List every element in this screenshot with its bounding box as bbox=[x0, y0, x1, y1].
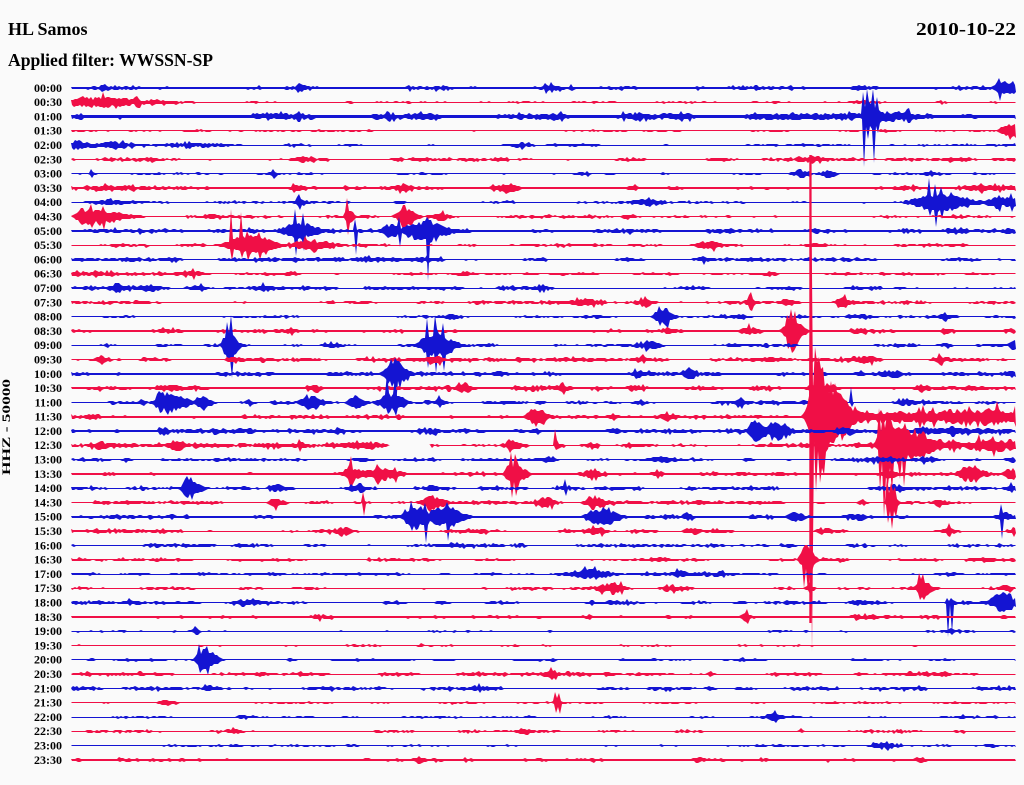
svg-text:16:00: 16:00 bbox=[34, 538, 62, 552]
svg-text:16:30: 16:30 bbox=[34, 553, 62, 567]
svg-text:12:00: 12:00 bbox=[34, 424, 62, 438]
svg-text:03:30: 03:30 bbox=[34, 181, 62, 195]
svg-text:06:00: 06:00 bbox=[34, 252, 62, 266]
svg-text:07:00: 07:00 bbox=[34, 281, 62, 295]
svg-text:05:30: 05:30 bbox=[34, 238, 62, 252]
svg-text:10:00: 10:00 bbox=[34, 367, 62, 381]
svg-text:18:30: 18:30 bbox=[34, 610, 62, 624]
svg-text:23:00: 23:00 bbox=[34, 739, 62, 753]
svg-text:09:30: 09:30 bbox=[34, 353, 62, 367]
svg-text:10:30: 10:30 bbox=[34, 381, 62, 395]
svg-text:Applied filter: WWSSN-SP: Applied filter: WWSSN-SP bbox=[8, 50, 213, 70]
svg-text:19:30: 19:30 bbox=[34, 638, 62, 652]
svg-text:20:30: 20:30 bbox=[34, 667, 62, 681]
svg-text:02:30: 02:30 bbox=[34, 152, 62, 166]
svg-text:11:00: 11:00 bbox=[35, 395, 62, 409]
svg-text:21:30: 21:30 bbox=[34, 696, 62, 710]
svg-text:01:30: 01:30 bbox=[34, 124, 62, 138]
svg-text:13:30: 13:30 bbox=[34, 467, 62, 481]
svg-text:21:00: 21:00 bbox=[34, 681, 62, 695]
svg-text:HL Samos: HL Samos bbox=[8, 19, 88, 39]
svg-text:09:00: 09:00 bbox=[34, 338, 62, 352]
svg-text:14:30: 14:30 bbox=[34, 495, 62, 509]
svg-text:15:00: 15:00 bbox=[34, 510, 62, 524]
svg-text:22:00: 22:00 bbox=[34, 710, 62, 724]
svg-text:01:00: 01:00 bbox=[34, 109, 62, 123]
svg-text:06:30: 06:30 bbox=[34, 267, 62, 281]
svg-text:17:00: 17:00 bbox=[34, 567, 62, 581]
svg-text:22:30: 22:30 bbox=[34, 724, 62, 738]
svg-text:05:00: 05:00 bbox=[34, 224, 62, 238]
svg-text:04:00: 04:00 bbox=[34, 195, 62, 209]
svg-text:07:30: 07:30 bbox=[34, 295, 62, 309]
svg-text:20:00: 20:00 bbox=[34, 653, 62, 667]
svg-text:03:00: 03:00 bbox=[34, 167, 62, 181]
svg-text:02:00: 02:00 bbox=[34, 138, 62, 152]
svg-text:14:00: 14:00 bbox=[34, 481, 62, 495]
svg-text:2010-10-22: 2010-10-22 bbox=[916, 19, 1016, 39]
svg-text:08:30: 08:30 bbox=[34, 324, 62, 338]
svg-text:17:30: 17:30 bbox=[34, 581, 62, 595]
svg-text:00:30: 00:30 bbox=[34, 95, 62, 109]
svg-text:HHZ - 50000: HHZ - 50000 bbox=[0, 379, 13, 475]
svg-text:13:00: 13:00 bbox=[34, 453, 62, 467]
svg-text:23:30: 23:30 bbox=[34, 753, 62, 767]
svg-text:04:30: 04:30 bbox=[34, 210, 62, 224]
svg-text:18:00: 18:00 bbox=[34, 596, 62, 610]
svg-text:15:30: 15:30 bbox=[34, 524, 62, 538]
svg-text:11:30: 11:30 bbox=[35, 410, 62, 424]
svg-text:19:00: 19:00 bbox=[34, 624, 62, 638]
svg-text:12:30: 12:30 bbox=[34, 438, 62, 452]
svg-text:08:00: 08:00 bbox=[34, 310, 62, 324]
svg-text:00:00: 00:00 bbox=[34, 81, 62, 95]
